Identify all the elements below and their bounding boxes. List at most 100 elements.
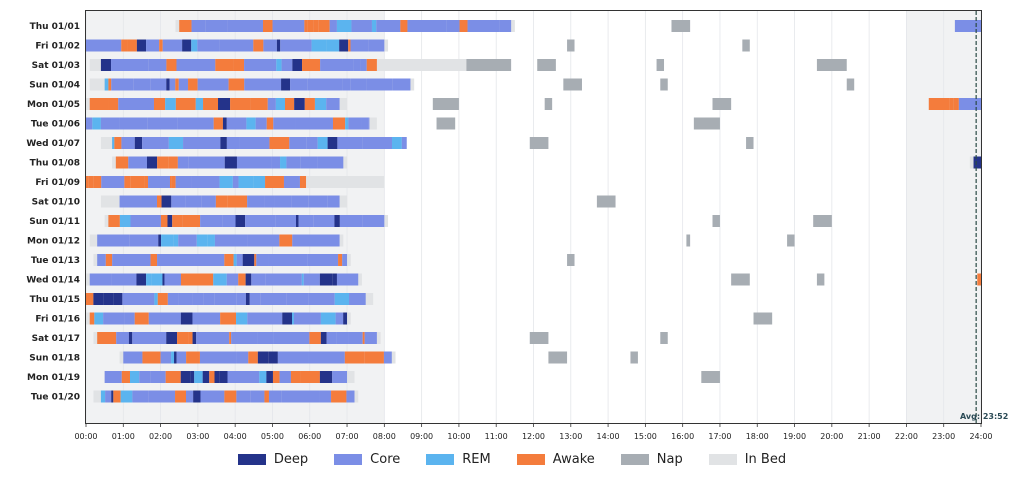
nap-segment <box>686 234 691 247</box>
sleep-stage-rem <box>104 78 109 91</box>
sleep-stage-core <box>111 59 149 71</box>
sleep-stage-core <box>214 293 237 305</box>
sleep-stage-awake <box>318 20 330 32</box>
sleep-stage-rem <box>345 117 349 130</box>
sleep-stage-rem <box>94 312 104 325</box>
sleep-stage-awake <box>121 39 128 52</box>
legend-label: REM <box>462 452 491 467</box>
nap-segment <box>787 234 795 247</box>
sleep-stage-awake <box>165 371 181 383</box>
legend-label: In Bed <box>744 452 787 467</box>
sleep-stage-core <box>290 78 308 91</box>
sleep-stage-core <box>130 215 161 227</box>
sleep-stage-awake <box>144 176 149 188</box>
sleep-stage-awake <box>313 20 319 32</box>
sleep-stage-core <box>351 20 372 32</box>
sleep-stage-deep <box>180 371 191 383</box>
sleep-stage-core <box>280 39 312 52</box>
sleep-stage-core <box>286 156 301 169</box>
sleep-stage-core <box>307 254 314 266</box>
sleep-stage-awake <box>203 98 219 110</box>
sleep-stage-core <box>348 332 363 344</box>
sleep-stage-awake <box>348 39 351 52</box>
sleep-stage-awake <box>171 176 176 188</box>
sleep-stage-awake <box>160 215 168 227</box>
sleep-stage-awake <box>307 20 314 32</box>
sleep-stage-core <box>281 59 293 71</box>
sleep-stage-awake <box>253 39 264 52</box>
sleep-stage-awake <box>250 98 268 110</box>
sleep-stage-awake <box>928 98 950 110</box>
sleep-stage-rem <box>276 59 282 71</box>
sleep-stage-rem <box>336 20 352 32</box>
sleep-stage-awake <box>366 59 377 71</box>
sleep-stage-core <box>339 215 363 227</box>
sleep-stage-awake <box>175 78 179 91</box>
sleep-stage-deep <box>245 293 250 305</box>
legend-item-in-bed: In Bed <box>708 452 787 467</box>
row-label: Wed 01/14 <box>26 276 80 286</box>
sleep-stage-deep <box>266 371 273 383</box>
sleep-stage-rem <box>371 20 377 32</box>
sleep-stage-rem <box>334 293 350 305</box>
sleep-stage-core <box>263 39 277 52</box>
sleep-stage-rem <box>146 273 152 286</box>
sleep-stage-core <box>275 215 296 227</box>
legend-label: Deep <box>273 452 309 467</box>
nap-segment <box>753 312 773 325</box>
sleep-stage-deep <box>294 98 305 110</box>
row-label: Tue 01/06 <box>31 120 80 130</box>
sleep-stage-deep <box>235 215 246 227</box>
sleep-stage-core <box>267 98 276 110</box>
sleep-stage-core <box>277 351 309 364</box>
sleep-stage-core <box>236 156 272 169</box>
sleep-stage-awake <box>272 371 280 383</box>
sleep-stage-core <box>139 371 151 383</box>
sleep-stage-core <box>353 59 361 71</box>
sleep-stage-core <box>251 273 266 286</box>
x-tick-label: 11:00 <box>485 432 508 441</box>
sleep-stage-core <box>260 293 287 305</box>
sleep-stage-rem <box>92 117 101 130</box>
nap-segment <box>563 78 582 91</box>
sleep-stage-awake <box>157 156 169 169</box>
sleep-stage-awake <box>180 273 197 286</box>
sleep-stage-core <box>293 312 321 325</box>
sleep-stage-core <box>226 273 239 286</box>
sleep-stage-deep <box>193 390 201 403</box>
sleep-stage-deep <box>166 332 178 344</box>
sleep-stage-awake <box>238 273 246 286</box>
sleep-stage-core <box>132 332 167 344</box>
sleep-stage-core <box>326 98 340 110</box>
sleep-stage-rem <box>191 39 198 52</box>
sleep-stage-core <box>273 117 296 130</box>
x-tick-labels: 00:00 01:00 02:00 03:00 04:00 05:00 06:00 07:00… <box>74 423 993 441</box>
sleep-stage-core <box>188 156 225 169</box>
sleep-stage-core <box>255 117 267 130</box>
sleep-stage-awake <box>263 20 273 32</box>
nap-segment <box>701 371 720 383</box>
sleep-stage-core <box>279 371 291 383</box>
sleep-stage-awake <box>89 98 109 110</box>
sleep-stage-awake <box>134 312 149 325</box>
sleep-stage-core <box>175 176 192 188</box>
x-tick-label: 12:00 <box>522 432 545 441</box>
nap-segment <box>432 98 459 110</box>
legend-item-nap: Nap <box>620 452 683 467</box>
sleep-stage-core <box>327 195 340 208</box>
row-label: Sun 01/18 <box>29 354 80 364</box>
x-tick-label: 04:00 <box>224 432 247 441</box>
sleep-stage-core <box>954 20 981 32</box>
sleep-stage-core <box>86 39 122 52</box>
sleep-stage-awake <box>977 273 981 286</box>
sleep-stage-deep <box>295 215 299 227</box>
sleep-stage-awake <box>254 254 257 266</box>
x-tick-label: 03:00 <box>186 432 209 441</box>
sleep-stage-deep <box>292 59 303 71</box>
average-label: Avg: 23:52 <box>960 412 1008 421</box>
sleep-stage-rem <box>119 215 131 227</box>
sleep-stage-core <box>111 273 137 286</box>
sleep-stage-core <box>326 332 337 344</box>
sleep-stage-rem <box>120 390 133 403</box>
